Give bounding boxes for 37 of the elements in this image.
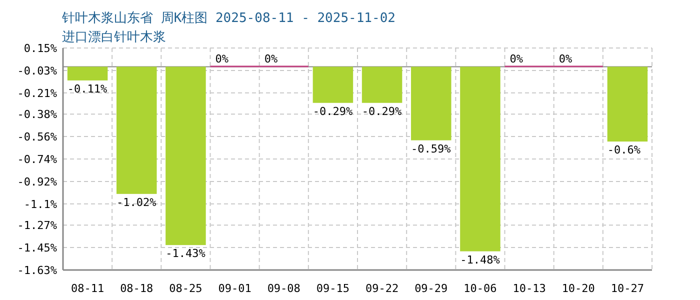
data-label: -1.48% — [460, 253, 500, 266]
x-tick-label: 08-18 — [120, 282, 154, 295]
y-tick-label: -0.03% — [17, 64, 58, 78]
data-label: 0% — [510, 52, 524, 66]
x-tick-label: 10-27 — [610, 282, 644, 295]
data-label: -1.43% — [166, 247, 206, 260]
y-tick-label: -0.74% — [17, 153, 58, 166]
x-tick-label: 08-25 — [169, 282, 202, 295]
y-tick-label: -0.56% — [17, 130, 58, 144]
x-tick-label: 09-22 — [365, 282, 399, 295]
data-label: -0.59% — [411, 142, 452, 156]
y-tick-label: -0.38% — [17, 108, 58, 122]
data-label: 0% — [558, 52, 572, 66]
y-tick-label: -1.1% — [24, 198, 58, 211]
x-tick-label: 09-08 — [267, 282, 300, 295]
chart-title: 针叶木浆山东省 周K柱图 2025-08-11 - 2025-11-02 — [61, 11, 396, 26]
x-tick-label: 10-06 — [464, 282, 497, 295]
data-label: -0.6% — [607, 144, 641, 157]
y-tick-label: 0.15% — [24, 42, 58, 55]
x-tick-label: 09-29 — [414, 282, 448, 295]
y-tick-label: -0.92% — [17, 175, 58, 188]
x-tick-label: 09-01 — [218, 282, 252, 295]
chart-subtitle: 进口漂白针叶木浆 — [62, 30, 166, 45]
x-tick-label: 09-15 — [316, 282, 350, 295]
x-tick-label: 10-20 — [562, 282, 595, 295]
data-label: -0.11% — [67, 82, 108, 96]
data-label: 0% — [215, 52, 229, 66]
x-tick-label: 08-11 — [70, 282, 104, 295]
y-tick-label: -1.45% — [17, 242, 58, 255]
data-label: -0.29% — [312, 104, 353, 118]
data-label: 0% — [264, 52, 278, 66]
data-label: -0.29% — [362, 104, 402, 118]
x-tick-label: 10-13 — [512, 282, 546, 295]
y-tick-label: -0.21% — [17, 86, 58, 100]
data-label: -1.02% — [116, 196, 157, 209]
y-tick-label: -1.63% — [17, 264, 58, 277]
y-tick-label: -1.27% — [17, 219, 58, 232]
